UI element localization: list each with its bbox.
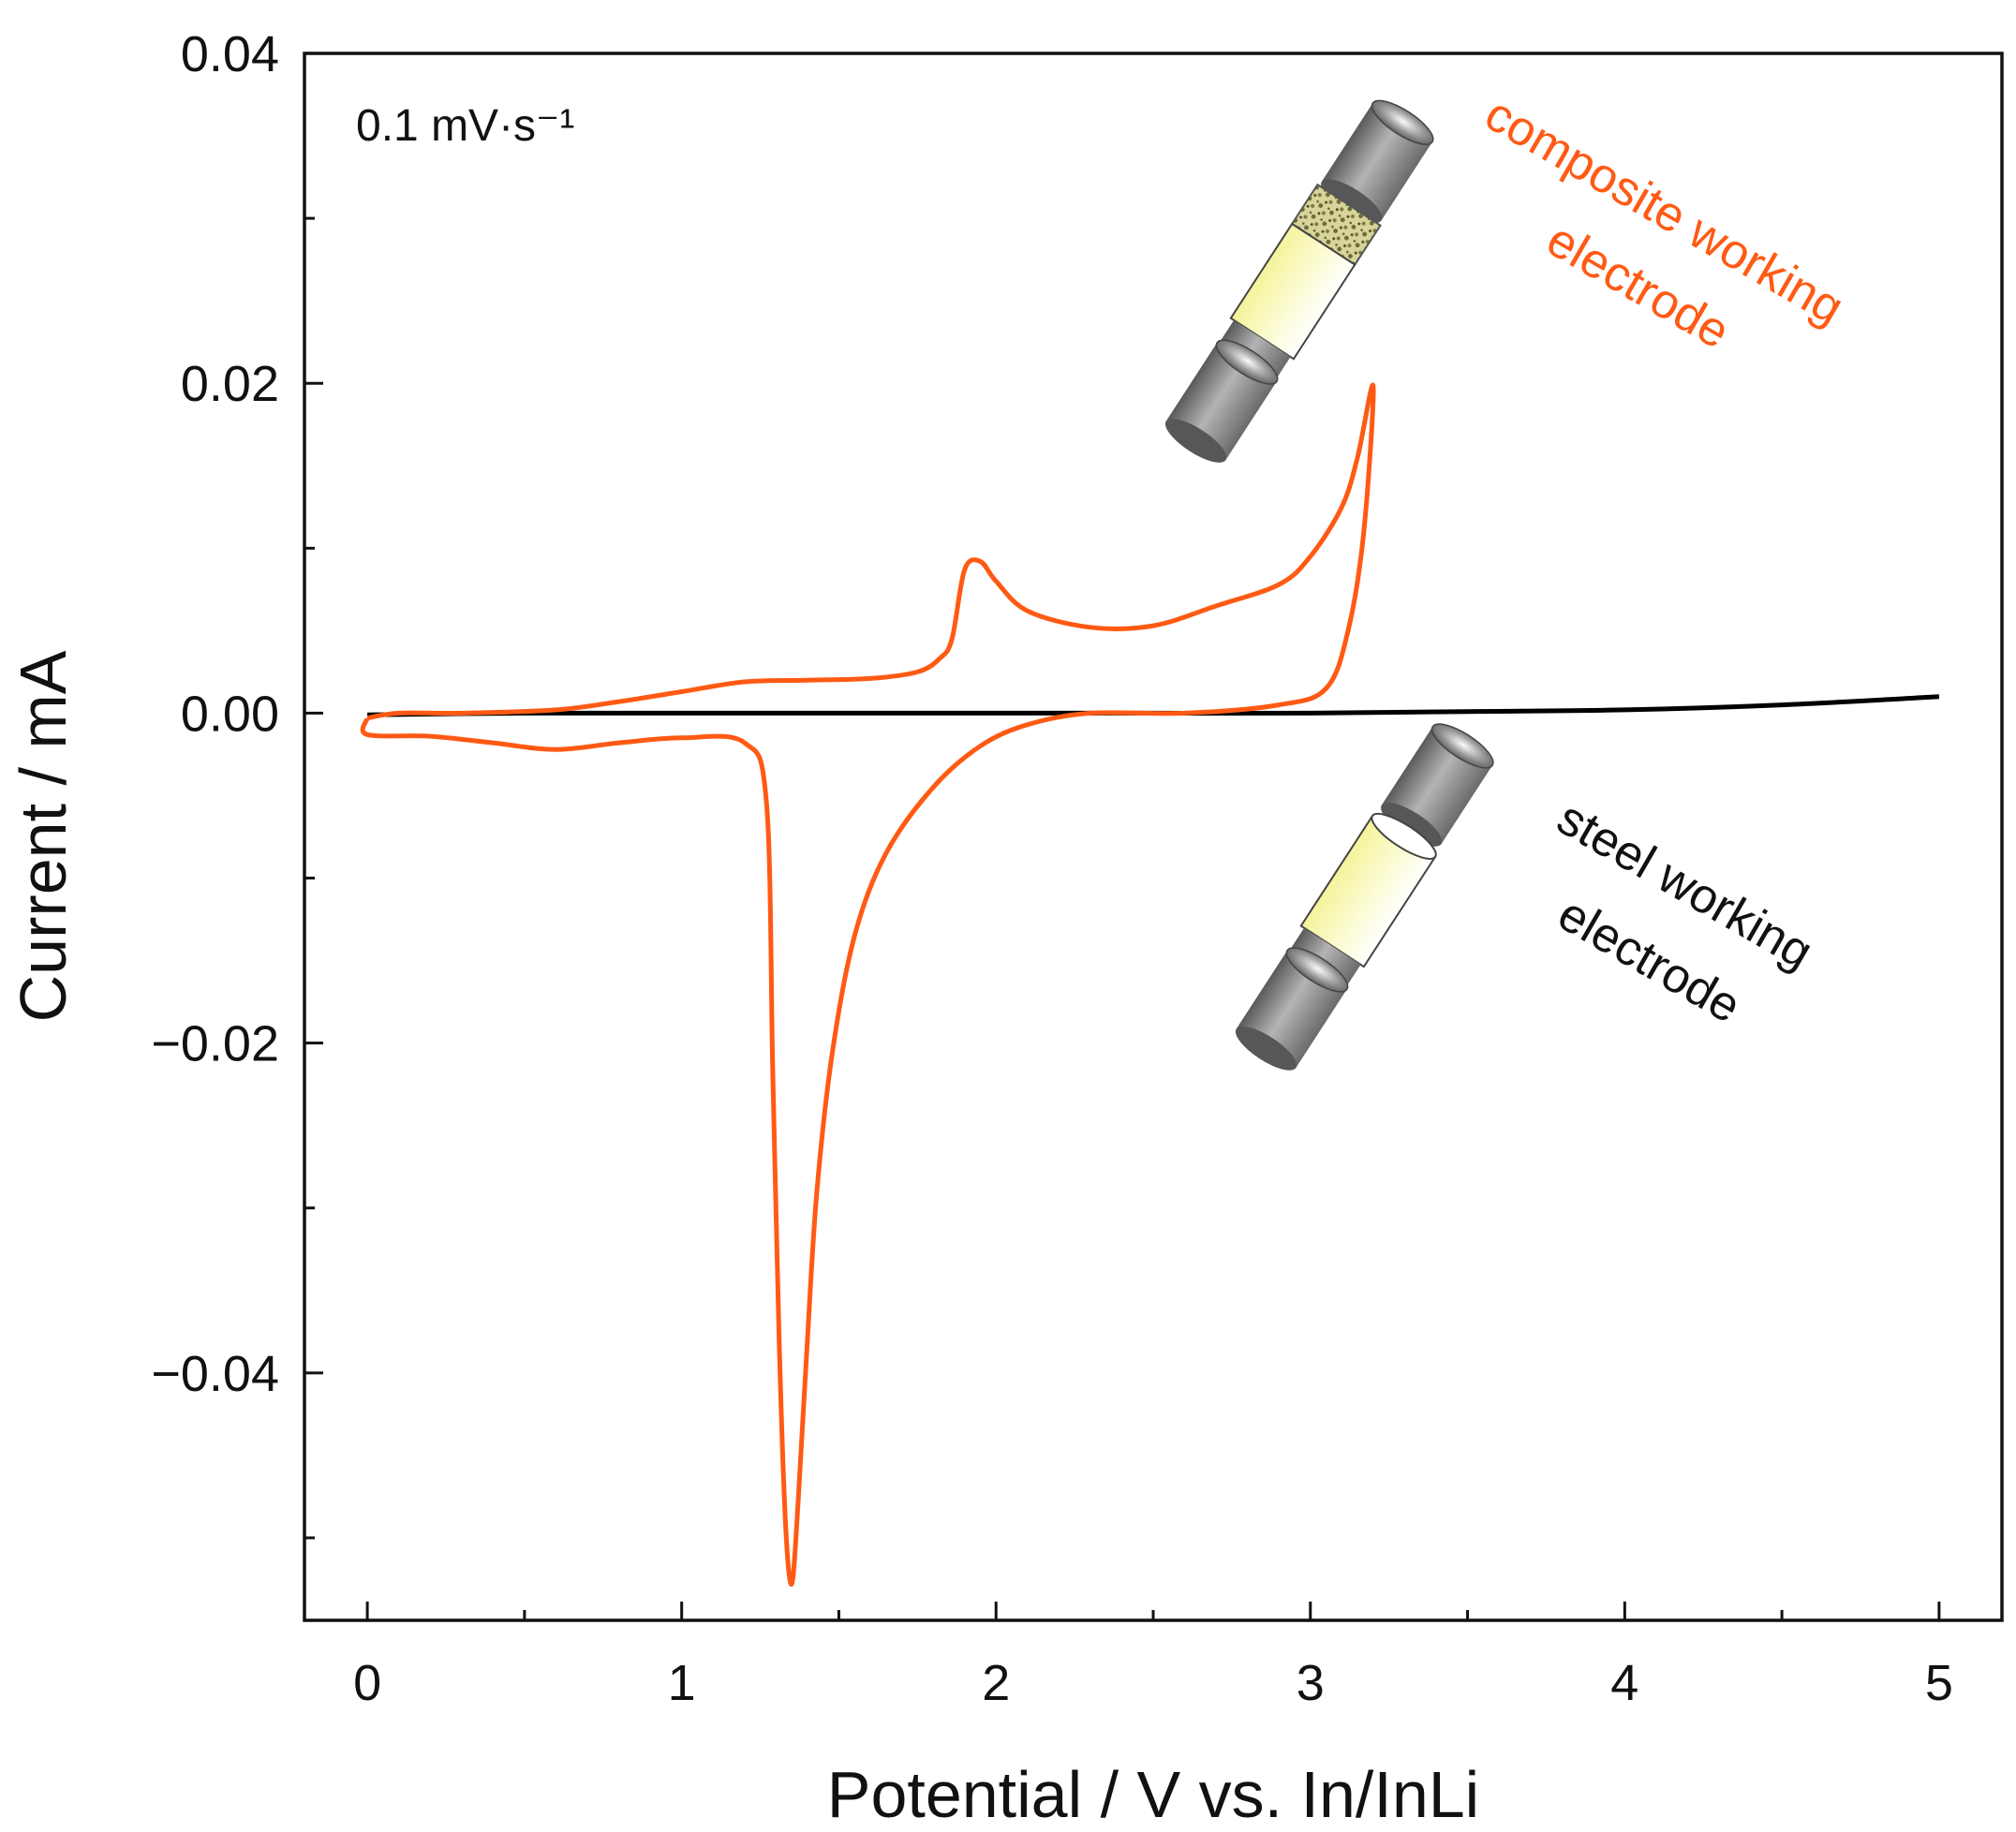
y-tick-label: 0.00 (181, 686, 279, 742)
y-tick-label: 0.04 (181, 26, 279, 82)
y-tick-label: −0.04 (151, 1346, 279, 1402)
x-tick-label: 1 (668, 1655, 696, 1711)
y-tick-label: 0.02 (181, 356, 279, 412)
scan-rate-label: 0.1 mV·s⁻¹ (356, 101, 574, 151)
x-axis-title: Potential / V vs. In/InLi (827, 1758, 1479, 1831)
x-axis-ticks (365, 1602, 1941, 1620)
steel-cell-illustration (1228, 716, 1500, 1079)
y-axis-title: Current / mA (7, 650, 80, 1022)
x-tick-label: 0 (353, 1655, 381, 1711)
y-axis-ticks (304, 52, 323, 1540)
x-tick-label: 2 (982, 1655, 1010, 1711)
x-tick-label: 5 (1925, 1655, 1953, 1711)
composite-cell-illustration (1158, 92, 1440, 471)
x-tick-label: 3 (1297, 1655, 1325, 1711)
composite-electrode-curve (360, 382, 1376, 1587)
x-tick-label: 4 (1610, 1655, 1638, 1711)
y-tick-label: −0.02 (151, 1016, 279, 1072)
